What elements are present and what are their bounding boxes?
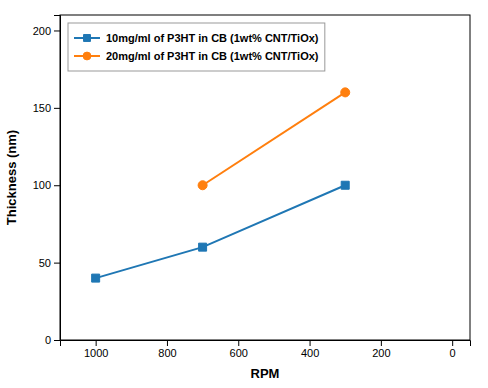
x-tick-label: 0 (450, 347, 456, 359)
series-line (96, 185, 346, 278)
series-point (341, 181, 349, 189)
x-axis-title: RPM (251, 366, 280, 381)
x-tick-label: 1000 (84, 347, 108, 359)
y-tick-mark (54, 30, 60, 31)
x-tick: 600 (230, 340, 248, 359)
y-tick-label: 150 (33, 102, 51, 114)
y-tick-mark (54, 108, 60, 109)
x-tick-label: 400 (301, 347, 319, 359)
plot: 1000 800 600 400 200 0 0 50 100 150 200 10mg/ml of … (33, 15, 471, 359)
legend-label: 20mg/ml of P3HT in CB (1wt% CNT/TiOx) (106, 50, 319, 62)
x-tick-mark (452, 340, 453, 346)
y-tick: 150 (33, 102, 60, 114)
series-point (199, 243, 207, 251)
y-axis-line (54, 16, 61, 341)
legend-item: 20mg/ml of P3HT in CB (1wt% CNT/TiOx) (74, 50, 319, 62)
y-axis: 0 50 100 150 200 (33, 16, 61, 347)
chart: 1000 800 600 400 200 0 0 50 100 150 200 10mg/ml of … (0, 0, 488, 388)
plot-frame (60, 15, 470, 340)
y-tick-label: 100 (33, 179, 51, 191)
legend: 10mg/ml of P3HT in CB (1wt% CNT/TiOx) 20m… (68, 23, 325, 71)
y-tick-label: 50 (39, 257, 51, 269)
series-point (198, 181, 207, 190)
y-tick-label: 200 (33, 24, 51, 36)
y-tick-mark (54, 263, 60, 264)
x-tick: 200 (372, 340, 390, 359)
x-tick-mark (238, 340, 239, 346)
x-tick-label: 600 (230, 347, 248, 359)
x-tick-mark (167, 340, 168, 346)
y-tick: 50 (39, 257, 60, 269)
marks (92, 88, 350, 282)
y-axis-title: Thickness (nm) (4, 130, 19, 225)
x-tick: 1000 (84, 340, 108, 359)
y-tick: 200 (33, 24, 60, 36)
x-tick-label: 200 (372, 347, 390, 359)
legend-label: 10mg/ml of P3HT in CB (1wt% CNT/TiOx) (106, 32, 319, 44)
x-axis-line (61, 341, 471, 347)
series-point (341, 88, 350, 97)
legend-item: 10mg/ml of P3HT in CB (1wt% CNT/TiOx) (74, 32, 319, 44)
x-tick-mark (310, 340, 311, 346)
series-point (92, 274, 100, 282)
x-tick-mark (381, 340, 382, 346)
x-tick: 0 (450, 340, 456, 359)
x-tick: 400 (301, 340, 319, 359)
legend-marker (84, 35, 91, 42)
x-tick-label: 800 (158, 347, 176, 359)
legend-box (68, 23, 325, 71)
y-tick-mark (54, 340, 60, 341)
y-tick: 0 (45, 334, 60, 346)
x-axis: 1000 800 600 400 200 0 (61, 340, 471, 359)
y-tick-label: 0 (45, 334, 51, 346)
x-tick: 800 (158, 340, 176, 359)
legend-marker (83, 52, 91, 60)
x-tick-mark (96, 340, 97, 346)
y-tick-mark (54, 185, 60, 186)
y-tick: 100 (33, 179, 60, 191)
series-line (203, 92, 346, 185)
